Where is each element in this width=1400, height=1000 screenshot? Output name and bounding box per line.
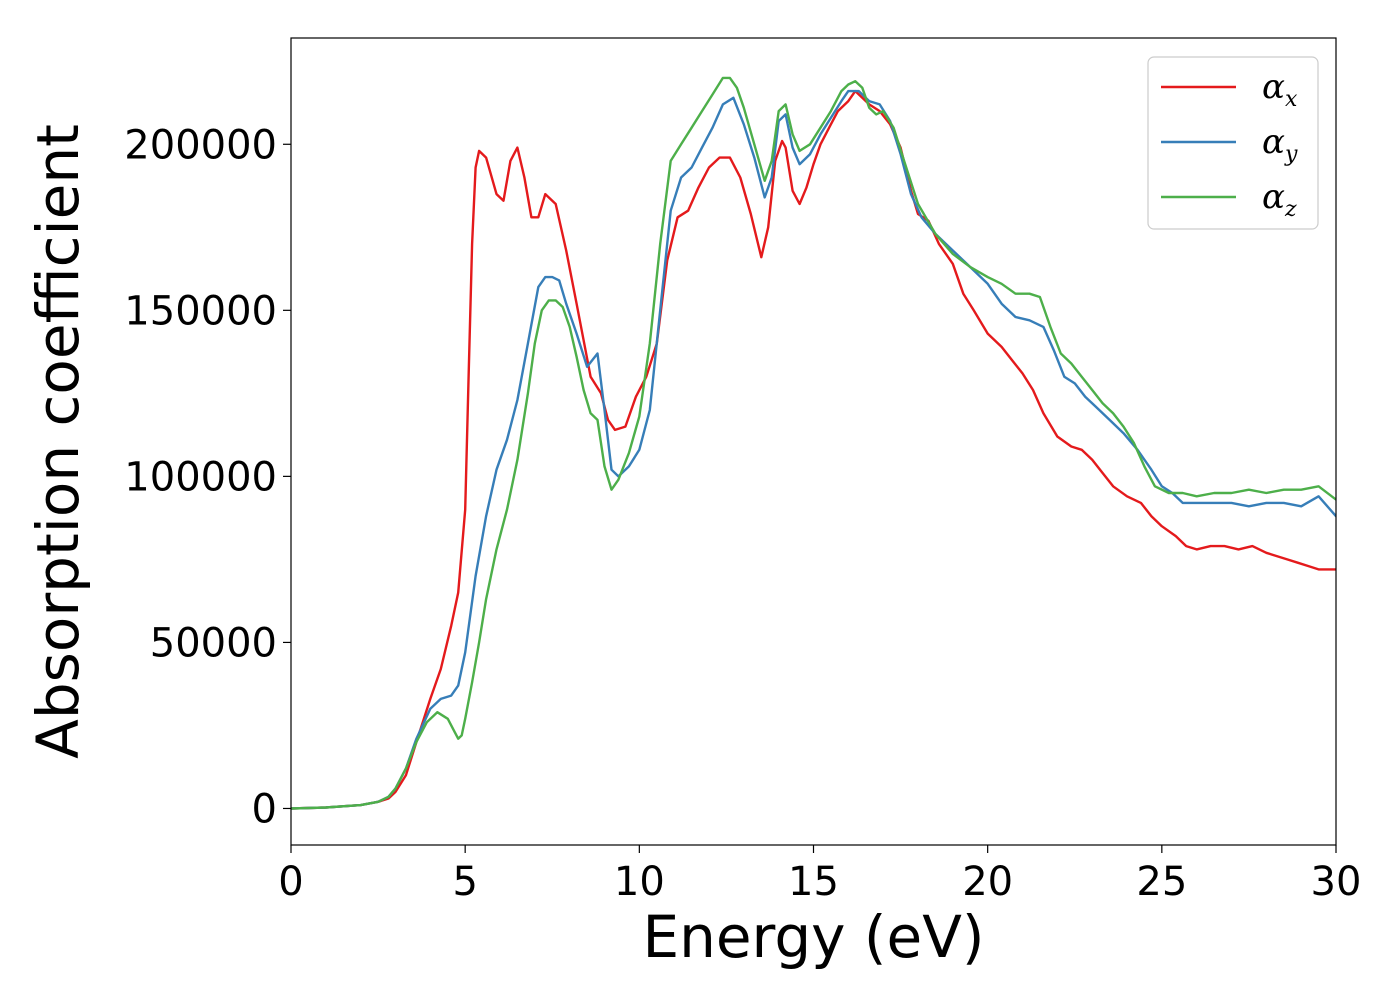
legend-label-y: αy: [1262, 122, 1298, 167]
x-axis-title: Energy (eV): [642, 903, 984, 971]
x-tick-label: 5: [452, 859, 477, 905]
legend-label-subscript: x: [1285, 87, 1298, 112]
series-line-x: [291, 89, 1336, 810]
legend-label-subscript: z: [1284, 197, 1297, 222]
series-line-z: [291, 76, 1336, 810]
y-tick-label: 50000: [150, 620, 277, 666]
x-tick-label: 0: [278, 859, 303, 905]
legend-label-subscript: y: [1284, 142, 1298, 167]
legend-label-base: α: [1262, 67, 1285, 107]
x-tick-label: 30: [1311, 859, 1362, 905]
y-tick-label: 200000: [124, 122, 277, 168]
x-axis-ticks: 0 5 10 15 20 25 30: [278, 845, 1361, 905]
x-tick-label: 20: [962, 859, 1013, 905]
y-axis-ticks: 0 50000 100000 150000 200000: [124, 122, 291, 832]
legend-label-base: α: [1262, 177, 1285, 217]
series-layer: [291, 76, 1336, 810]
x-tick-label: 10: [614, 859, 665, 905]
series-line-y: [291, 89, 1336, 810]
x-tick-label: 25: [1136, 859, 1187, 905]
y-tick-label: 0: [252, 786, 277, 832]
y-axis-title: Absorption coefficient: [24, 124, 92, 759]
legend-label-x: αx: [1262, 67, 1298, 112]
y-tick-label: 100000: [124, 454, 277, 500]
legend-label-base: α: [1262, 122, 1285, 162]
y-tick-label: 150000: [124, 288, 277, 334]
legend-label-z: αz: [1262, 177, 1297, 222]
x-tick-label: 15: [788, 859, 839, 905]
